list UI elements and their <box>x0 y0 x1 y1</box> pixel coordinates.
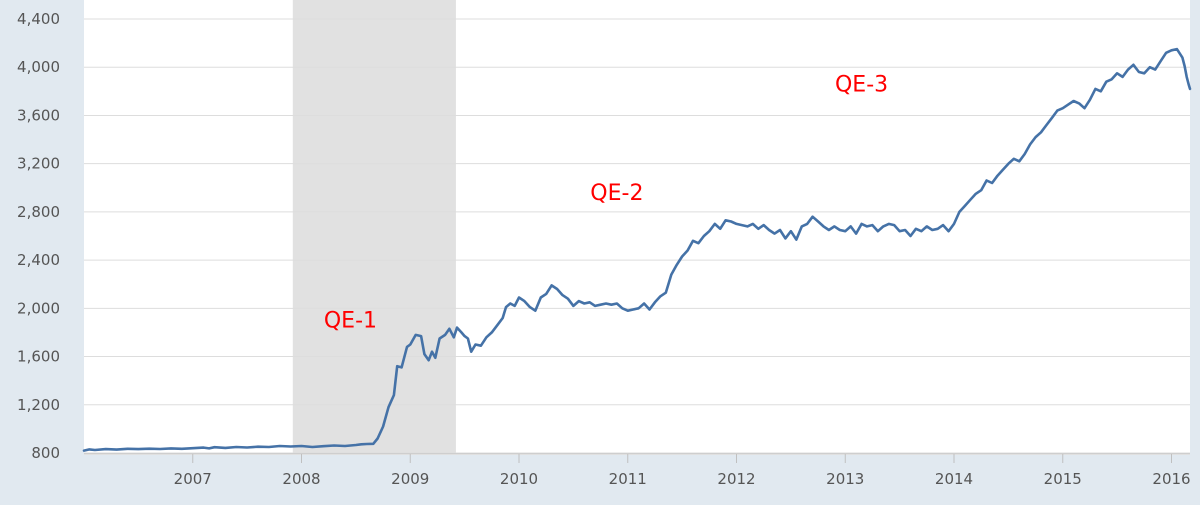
y-tick-label: 3,600 <box>17 106 60 124</box>
recession-band <box>292 0 456 453</box>
x-tick-label: 2007 <box>174 470 212 488</box>
y-tick-label: 1,600 <box>17 348 60 366</box>
x-tick-label: 2016 <box>1152 470 1190 488</box>
x-tick-label: 2012 <box>717 470 755 488</box>
annotation-label: QE-3 <box>835 72 888 97</box>
x-tick-label: 2013 <box>826 470 864 488</box>
y-tick-label: 2,000 <box>17 299 60 317</box>
plot-area <box>84 0 1190 455</box>
y-tick-label: 4,000 <box>17 58 60 76</box>
x-tick-label: 2010 <box>500 470 538 488</box>
x-tick-label: 2009 <box>391 470 429 488</box>
y-tick-label: 3,200 <box>17 155 60 173</box>
annotation-label: QE-1 <box>324 309 377 334</box>
annotation-label: QE-2 <box>590 181 643 206</box>
x-tick-label: 2011 <box>609 470 647 488</box>
x-tick-label: 2008 <box>282 470 320 488</box>
y-tick-label: 800 <box>31 444 60 462</box>
y-tick-label: 2,400 <box>17 251 60 269</box>
series-line <box>82 47 1192 452</box>
x-tick-label: 2014 <box>935 470 973 488</box>
x-tick-label: 2015 <box>1044 470 1082 488</box>
y-tick-label: 2,800 <box>17 203 60 221</box>
y-tick-label: 1,200 <box>17 396 60 414</box>
y-tick-label: 4,400 <box>17 10 60 28</box>
